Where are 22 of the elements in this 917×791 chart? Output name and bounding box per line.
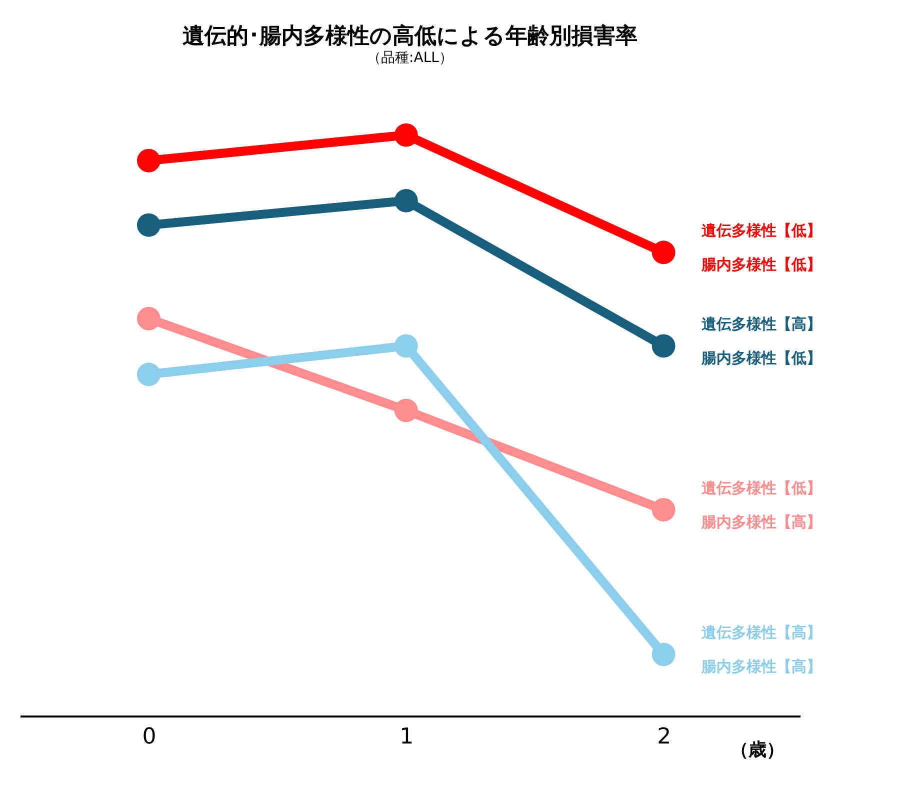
point: [652, 498, 676, 522]
x-axis-title: （歳）: [730, 740, 784, 760]
point: [394, 398, 418, 422]
point: [394, 334, 418, 358]
x-tick-label: 2: [657, 724, 672, 750]
series-label: 遺伝多様性【高】腸内多様性【低】: [700, 314, 822, 367]
x-tick-label: 0: [142, 724, 156, 750]
series-label: 遺伝多様性【低】腸内多様性【高】: [700, 478, 822, 531]
chart-subtitle: （品種:ALL）: [367, 50, 453, 66]
x-tick-label: 1: [400, 724, 414, 750]
point: [652, 642, 676, 666]
point: [136, 213, 160, 237]
series-label: 遺伝多様性【高】腸内多様性【高】: [700, 623, 822, 676]
point: [394, 188, 418, 212]
point: [652, 334, 676, 358]
series-label: 遺伝多様性【低】腸内多様性【低】: [700, 221, 822, 274]
point: [652, 240, 676, 264]
chart-title: 遺伝的･腸内多様性の高低による年齢別損害率: [182, 23, 638, 49]
point: [136, 148, 160, 172]
point: [394, 123, 418, 147]
point: [136, 362, 160, 386]
point: [136, 306, 160, 330]
